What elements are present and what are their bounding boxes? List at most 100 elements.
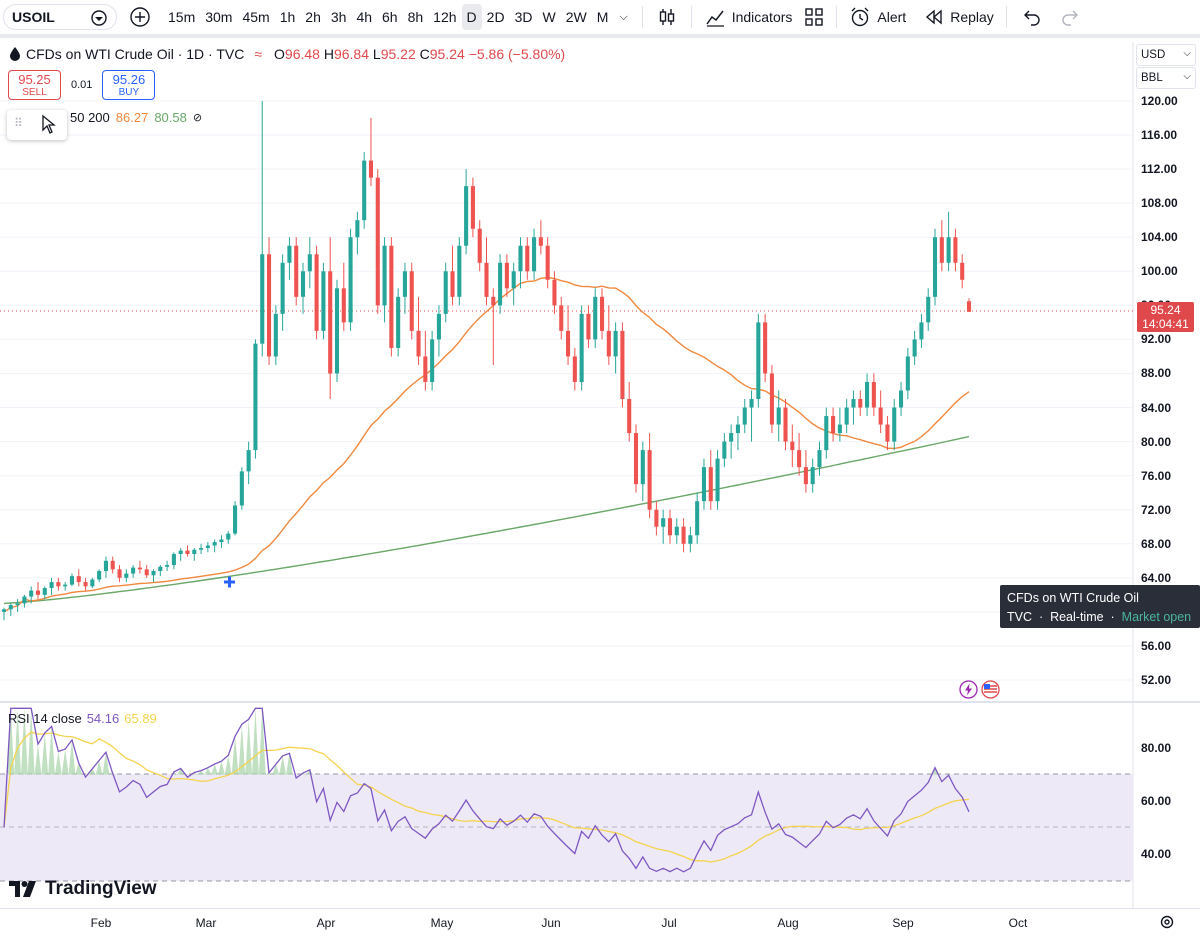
candle-body — [185, 550, 190, 554]
oil-drop-icon — [10, 47, 20, 61]
ma-legend[interactable]: 50 200 86.27 80.58 ⊘ — [70, 110, 203, 125]
price-tick-label: 56.00 — [1141, 638, 1172, 653]
candle-body — [8, 605, 13, 610]
symbol-search[interactable]: USOIL — [3, 4, 117, 30]
candle-body — [966, 301, 972, 312]
interval-45m[interactable]: 45m — [242, 9, 270, 25]
interval-2w[interactable]: 2W — [565, 9, 587, 25]
candle-body — [932, 237, 938, 297]
undo-icon[interactable] — [1021, 6, 1043, 28]
legend-drag-handle[interactable]: ⠿ — [7, 110, 67, 140]
candle-body — [538, 237, 543, 246]
interval-8h[interactable]: 8h — [407, 9, 424, 25]
rsi-line — [3, 707, 970, 873]
interval-30m[interactable]: 30m — [205, 9, 233, 25]
candle-body — [912, 339, 917, 357]
currency-select[interactable]: USD ⌵ — [1136, 44, 1196, 66]
interval-3d[interactable]: 3D — [514, 9, 533, 25]
interval-15m[interactable]: 15m — [168, 9, 196, 25]
time-axis[interactable]: Feb Mar Apr May Jun Jul Aug Sep Oct — [0, 908, 1200, 939]
candle-body — [701, 467, 707, 502]
candle-body — [817, 450, 822, 468]
rsi-tick-label: 40.00 — [1141, 847, 1172, 861]
candle-body — [688, 535, 693, 544]
indicators-icon — [706, 10, 724, 27]
candle-body — [661, 518, 666, 527]
interval-6h[interactable]: 6h — [382, 9, 398, 25]
interval-d[interactable]: D — [461, 4, 482, 30]
candle-body — [63, 584, 68, 587]
rsi-overbought-fill — [7, 708, 939, 775]
rsi-legend[interactable]: RSI 14 close 54.16 65.89 — [8, 711, 157, 726]
symbol-tooltip: CFDs on WTI Crude Oil TVC · Real-time · … — [1000, 585, 1200, 628]
sell-button[interactable]: 95.25 SELL — [8, 70, 61, 100]
time-tick-label: May — [430, 916, 454, 930]
price-tick-label: 88.00 — [1141, 366, 1172, 381]
candle-body — [763, 322, 768, 374]
unit-select[interactable]: BBL ⌵ — [1136, 67, 1196, 89]
candle-body — [627, 399, 632, 434]
candle-body — [348, 237, 353, 323]
layouts-button[interactable] — [798, 7, 830, 27]
redo-icon[interactable] — [1059, 6, 1081, 28]
candle-body — [382, 245, 387, 306]
candle-body — [287, 245, 292, 263]
hide-eye-icon[interactable]: ⊘ — [192, 112, 203, 124]
candle-body — [368, 160, 374, 178]
candle-body — [559, 305, 564, 331]
candle-body — [593, 296, 598, 340]
candle-body — [525, 245, 530, 272]
alert-button[interactable]: Alert — [843, 6, 912, 28]
compare-icon[interactable]: ≈ — [254, 46, 263, 62]
interval-2h[interactable]: 2h — [305, 9, 321, 25]
interval-3h[interactable]: 3h — [330, 9, 347, 25]
price-tick-label: 108.00 — [1141, 196, 1178, 211]
replay-button[interactable]: Replay — [918, 7, 1000, 27]
time-tick-label: Feb — [90, 916, 112, 930]
candle-body — [566, 330, 571, 357]
interval-12h[interactable]: 12h — [433, 9, 457, 25]
grip-icon: ⠿ — [14, 116, 23, 130]
lightning-icon[interactable] — [959, 680, 978, 699]
candle-body — [35, 590, 41, 595]
add-symbol-icon[interactable] — [129, 6, 151, 28]
symbol-legend[interactable]: CFDs on WTI Crude Oil · 1D · TVC ≈ O96.4… — [8, 46, 565, 62]
interval-1h[interactable]: 1h — [279, 9, 296, 25]
candles-icon[interactable] — [655, 5, 679, 29]
candle-body — [205, 545, 210, 549]
candle-body — [328, 271, 333, 374]
candle-body — [280, 262, 285, 314]
interval-2d[interactable]: 2D — [486, 9, 505, 25]
candle-body — [165, 565, 170, 567]
event-icons[interactable] — [959, 680, 1000, 699]
us-flag-icon[interactable] — [981, 680, 1000, 699]
interval-m[interactable]: M — [596, 9, 609, 25]
candle-body — [430, 339, 435, 382]
divider — [1005, 6, 1007, 28]
price-tick-label: 100.00 — [1141, 264, 1178, 279]
chevron-down-icon[interactable]: ⌵ — [619, 10, 628, 23]
price-tick-label: 76.00 — [1141, 468, 1172, 483]
indicators-button[interactable]: Indicators — [698, 6, 799, 28]
candle-body — [572, 356, 577, 382]
interval-w[interactable]: W — [542, 9, 556, 25]
candle-body — [300, 271, 306, 297]
divider — [836, 6, 838, 28]
price-tick-label: 80.00 — [1141, 434, 1172, 449]
candle-body — [667, 518, 673, 536]
candle-body — [246, 450, 251, 472]
candle-body — [878, 407, 883, 425]
candle-body — [579, 313, 584, 382]
price-tick-label: 84.00 — [1141, 400, 1172, 415]
candle-body — [375, 177, 380, 306]
ma200-line — [3, 435, 970, 605]
buy-button[interactable]: 95.26 BUY — [102, 70, 156, 100]
candle-body — [117, 569, 122, 578]
top-toolbar: USOIL 15m 30m 45m 1h 2h 3h 4h 6h 8h 12h D 2D 3D W 2W M … — [0, 0, 1200, 38]
interval-4h[interactable]: 4h — [356, 9, 373, 25]
settings-gear-icon[interactable] — [1159, 914, 1175, 930]
price-tick-label: 104.00 — [1141, 230, 1178, 245]
candle-body — [606, 330, 611, 357]
candle-body — [491, 296, 496, 306]
